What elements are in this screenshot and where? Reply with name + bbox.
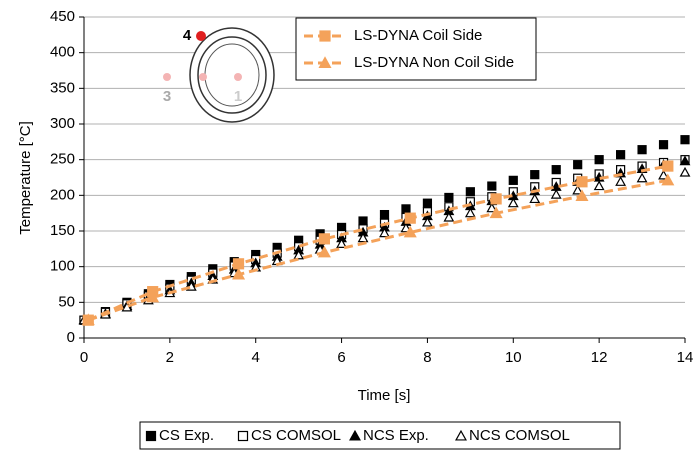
legend-label: NCS COMSOL xyxy=(469,427,570,444)
marker xyxy=(466,188,474,196)
marker xyxy=(319,234,329,244)
x-tick-label: 8 xyxy=(423,349,431,366)
legend-label: LS-DYNA Non Coil Side xyxy=(354,54,514,71)
marker xyxy=(595,156,603,164)
sensor-dot xyxy=(199,73,207,81)
marker xyxy=(509,176,517,184)
y-tick-label: 250 xyxy=(50,151,75,168)
y-tick-label: 300 xyxy=(50,115,75,132)
inset-label: 1 xyxy=(234,88,242,105)
marker xyxy=(423,199,431,207)
marker xyxy=(531,171,539,179)
x-axis-title: Time [s] xyxy=(358,387,411,404)
y-axis-title: Temperature [°C] xyxy=(17,121,34,235)
sensor-dot xyxy=(196,31,206,41)
x-tick-label: 0 xyxy=(80,349,88,366)
inset-label: 4 xyxy=(183,27,192,44)
y-tick-label: 450 xyxy=(50,8,75,25)
marker xyxy=(445,193,453,201)
x-tick-label: 10 xyxy=(505,349,522,366)
marker xyxy=(681,136,689,144)
y-tick-label: 0 xyxy=(67,329,75,346)
legend-label: NCS Exp. xyxy=(363,427,429,444)
y-tick-label: 50 xyxy=(58,293,75,310)
marker xyxy=(491,194,501,204)
chart: Temperature [°C] Time [s] 05010015020025… xyxy=(0,0,695,450)
x-tick-label: 6 xyxy=(337,349,345,366)
y-tick-label: 200 xyxy=(50,186,75,203)
marker xyxy=(638,146,646,154)
marker xyxy=(405,213,415,223)
marker xyxy=(239,432,248,441)
y-tick-label: 100 xyxy=(50,258,75,275)
marker xyxy=(617,151,625,159)
sensor-dot xyxy=(163,73,171,81)
legend-label: LS-DYNA Coil Side xyxy=(354,27,482,44)
legend-label: CS COMSOL xyxy=(251,427,341,444)
inset-label: 3 xyxy=(163,88,171,105)
x-tick-label: 4 xyxy=(252,349,260,366)
coil-inner xyxy=(205,44,259,106)
marker xyxy=(359,217,367,225)
marker xyxy=(574,161,582,169)
x-tick-label: 12 xyxy=(591,349,608,366)
marker xyxy=(381,211,389,219)
x-tick-label: 14 xyxy=(677,349,694,366)
marker xyxy=(488,182,496,190)
marker xyxy=(577,177,587,187)
x-tick-label: 2 xyxy=(166,349,174,366)
legend-label: CS Exp. xyxy=(159,427,214,444)
sensor-dot xyxy=(234,73,242,81)
marker xyxy=(552,166,560,174)
marker xyxy=(402,205,410,213)
marker xyxy=(320,31,330,41)
marker xyxy=(663,161,673,171)
marker xyxy=(660,141,668,149)
y-tick-label: 150 xyxy=(50,222,75,239)
y-tick-label: 400 xyxy=(50,44,75,61)
y-tick-label: 350 xyxy=(50,79,75,96)
marker xyxy=(147,432,156,441)
marker xyxy=(234,259,244,269)
